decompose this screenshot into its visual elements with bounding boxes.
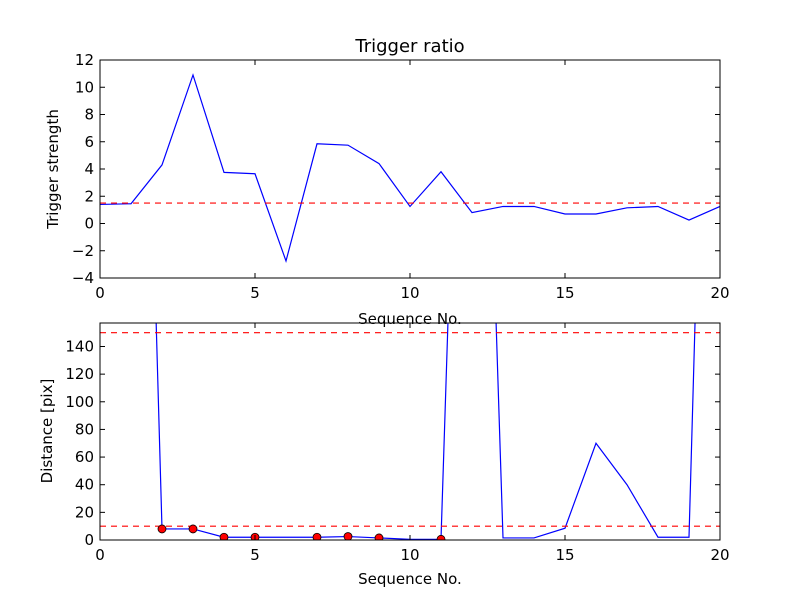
chart-title: Trigger ratio [354,36,464,57]
y-tick-label: −2 [72,242,94,260]
axes-frame [99,59,721,279]
y-axis-label: Distance [pix] [38,379,56,484]
y-tick-label: 8 [84,106,94,124]
y-axis-ticks: 0 20 40 60 80 100 120 140 [65,337,720,549]
y-tick-label: 6 [84,133,94,151]
y-tick-label: 10 [75,78,94,96]
data-point-marker [157,524,167,534]
plot-area [100,73,720,263]
data-point-marker [343,532,353,540]
y-tick-label: 0 [84,531,94,549]
y-tick-label: −4 [72,269,94,287]
x-tick-label: 15 [555,546,574,564]
data-point-marker [219,532,229,540]
data-point-marker [188,524,198,534]
y-tick-label: 100 [65,393,94,411]
x-tick-label: 5 [250,546,260,564]
x-tick-label: 20 [710,546,729,564]
x-axis-label: Sequence No. [358,570,462,588]
y-tick-label: 0 [84,215,94,233]
series-line [100,73,720,263]
x-tick-label: 20 [710,284,729,302]
series-line [155,323,696,540]
x-axis-ticks: 0 5 10 15 20 [95,60,730,302]
plot-area [100,323,720,540]
y-tick-label: 140 [65,337,94,355]
data-point-marker [312,532,322,540]
y-tick-label: 4 [84,160,94,178]
y-tick-label: 2 [84,187,94,205]
x-tick-label: 0 [95,546,105,564]
axes-frame [99,322,721,541]
y-tick-label: 20 [75,503,94,521]
x-tick-label: 15 [555,284,574,302]
x-tick-label: 5 [250,284,260,302]
data-point-marker [374,533,384,540]
y-axis-ticks: −4 −2 0 2 4 6 8 10 12 [72,51,720,287]
y-tick-label: 60 [75,448,94,466]
y-tick-label: 120 [65,365,94,383]
x-tick-label: 0 [95,284,105,302]
x-axis-ticks: 0 5 10 15 20 [95,323,730,564]
x-tick-label: 10 [400,284,419,302]
data-point-marker [436,534,446,540]
y-tick-label: 12 [75,51,94,69]
y-tick-label: 80 [75,420,94,438]
distance-plot: 0 5 10 15 20 0 20 40 60 80 100 120 140 Sequence No.… [38,322,730,588]
y-axis-label: Trigger strength [44,109,62,230]
x-tick-label: 10 [400,546,419,564]
y-tick-label: 40 [75,476,94,494]
